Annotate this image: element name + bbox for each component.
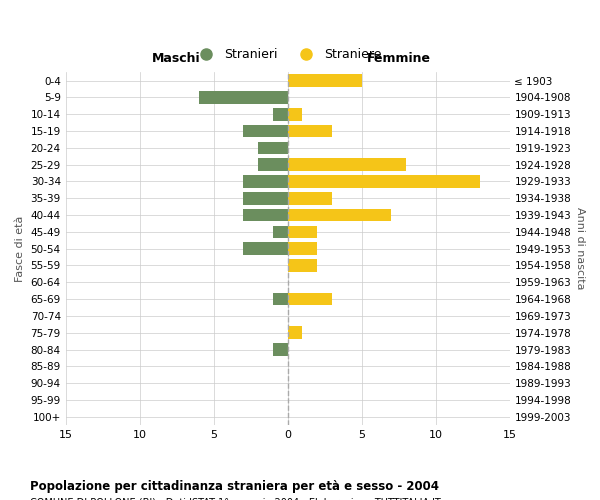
Bar [287, 226, 317, 238]
Bar [243, 175, 287, 188]
Bar [273, 293, 287, 306]
Bar [287, 175, 480, 188]
Legend: Stranieri, Straniere: Stranieri, Straniere [188, 43, 387, 66]
Bar [273, 226, 287, 238]
Text: Maschi: Maschi [152, 52, 201, 65]
Text: COMUNE DI POLLONE (BI) - Dati ISTAT 1° gennaio 2004 - Elaborazione TUTTITALIA.IT: COMUNE DI POLLONE (BI) - Dati ISTAT 1° g… [30, 498, 441, 500]
Bar [243, 209, 287, 222]
Bar [258, 142, 287, 154]
Y-axis label: Fasce di età: Fasce di età [15, 216, 25, 282]
Bar [287, 209, 391, 222]
Bar [243, 242, 287, 255]
Bar [273, 108, 287, 120]
Bar [243, 125, 287, 138]
Bar [199, 91, 287, 104]
Bar [287, 74, 362, 87]
Bar [287, 158, 406, 171]
Bar [287, 293, 332, 306]
Text: Femmine: Femmine [367, 52, 431, 65]
Bar [273, 343, 287, 356]
Y-axis label: Anni di nascita: Anni di nascita [575, 208, 585, 290]
Bar [258, 158, 287, 171]
Bar [287, 125, 332, 138]
Bar [287, 259, 317, 272]
Text: Popolazione per cittadinanza straniera per età e sesso - 2004: Popolazione per cittadinanza straniera p… [30, 480, 439, 493]
Bar [287, 192, 332, 204]
Bar [287, 242, 317, 255]
Bar [243, 192, 287, 204]
Bar [287, 108, 302, 120]
Bar [287, 326, 302, 339]
